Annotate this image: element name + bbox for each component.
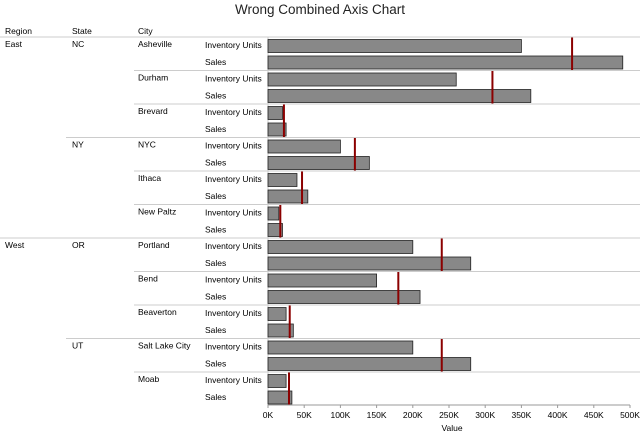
x-tick-label: 250K xyxy=(439,410,459,420)
x-tick-label: 200K xyxy=(403,410,423,420)
measure-label-sales: Sales xyxy=(205,91,226,101)
bar-inventory-units xyxy=(267,340,414,355)
bar-inventory-units xyxy=(267,139,341,154)
state-label: NC xyxy=(72,39,84,49)
city-label: Beaverton xyxy=(138,307,177,317)
x-tick-label: 450K xyxy=(584,410,604,420)
bar-inventory-units xyxy=(267,273,377,288)
bar-sales xyxy=(267,290,421,304)
measure-label-inventory: Inventory Units xyxy=(205,40,262,50)
city-label: New Paltz xyxy=(138,207,176,217)
rows-layer: East NC Asheville Inventory Units Sales Durha… xyxy=(0,36,640,405)
measure-label-inventory: Inventory Units xyxy=(205,107,262,117)
measure-label-sales: Sales xyxy=(205,292,226,302)
bar-inventory-units xyxy=(267,39,522,53)
city-label: Durham xyxy=(138,73,168,83)
bar-sales xyxy=(267,223,283,237)
x-axis: 0K 50K 100K 150K 200K 250K 300K 350K 400K 450K 500… xyxy=(263,404,640,420)
bar-sales xyxy=(267,189,309,204)
measure-label-inventory: Inventory Units xyxy=(205,375,262,385)
x-tick-label: 500K xyxy=(620,410,640,420)
bar-inventory-units xyxy=(267,106,283,120)
column-header-city: City xyxy=(138,26,153,36)
city-label: NYC xyxy=(138,140,156,150)
measure-label-sales: Sales xyxy=(205,158,226,168)
city-label: Brevard xyxy=(138,106,168,116)
column-header-region: Region xyxy=(5,26,32,36)
bar-inventory-units xyxy=(267,307,287,321)
bar-inventory-units xyxy=(267,374,287,388)
measure-label-sales: Sales xyxy=(205,225,226,235)
city-label: Bend xyxy=(138,274,158,284)
city-label: Asheville xyxy=(138,39,172,49)
region-label: East xyxy=(5,39,23,49)
measure-label-inventory: Inventory Units xyxy=(205,308,262,318)
measure-label-sales: Sales xyxy=(205,392,226,402)
city-label: Moab xyxy=(138,374,160,384)
x-tick-label: 0K xyxy=(263,410,274,420)
bar-sales xyxy=(267,156,370,170)
bar-inventory-units xyxy=(267,206,280,221)
x-tick-label: 300K xyxy=(475,410,495,420)
measure-label-inventory: Inventory Units xyxy=(205,342,262,352)
bar-inventory-units xyxy=(267,72,457,87)
state-label: NY xyxy=(72,140,84,150)
bar-sales xyxy=(267,323,294,338)
city-label: Salt Lake City xyxy=(138,341,191,351)
city-label: Portland xyxy=(138,240,170,250)
x-tick-label: 50K xyxy=(297,410,312,420)
bar-sales xyxy=(267,89,532,103)
measure-label-sales: Sales xyxy=(205,124,226,134)
state-label: UT xyxy=(72,341,83,351)
bar-sales xyxy=(267,357,472,371)
x-tick-label: 350K xyxy=(511,410,531,420)
measure-label-sales: Sales xyxy=(205,191,226,201)
region-label: West xyxy=(5,240,25,250)
bar-sales xyxy=(267,390,293,405)
state-label: OR xyxy=(72,240,85,250)
measure-label-inventory: Inventory Units xyxy=(205,74,262,84)
measure-label-sales: Sales xyxy=(205,258,226,268)
bar-sales xyxy=(267,256,472,271)
measure-label-inventory: Inventory Units xyxy=(205,208,262,218)
bar-inventory-units xyxy=(267,173,298,187)
measure-label-sales: Sales xyxy=(205,57,226,67)
city-label: Ithaca xyxy=(138,173,161,183)
x-axis-title: Value xyxy=(441,423,462,433)
measure-label-inventory: Inventory Units xyxy=(205,241,262,251)
measure-label-sales: Sales xyxy=(205,359,226,369)
bar-sales xyxy=(267,55,624,70)
measure-label-inventory: Inventory Units xyxy=(205,275,262,285)
bar-inventory-units xyxy=(267,240,414,254)
bar-sales xyxy=(267,122,287,137)
column-header-state: State xyxy=(72,26,92,36)
measure-label-inventory: Inventory Units xyxy=(205,174,262,184)
x-tick-label: 400K xyxy=(548,410,568,420)
measure-label-inventory: Inventory Units xyxy=(205,141,262,151)
chart-title: Wrong Combined Axis Chart xyxy=(234,2,406,17)
measure-label-sales: Sales xyxy=(205,325,226,335)
x-tick-label: 100K xyxy=(330,410,350,420)
x-tick-label: 150K xyxy=(367,410,387,420)
